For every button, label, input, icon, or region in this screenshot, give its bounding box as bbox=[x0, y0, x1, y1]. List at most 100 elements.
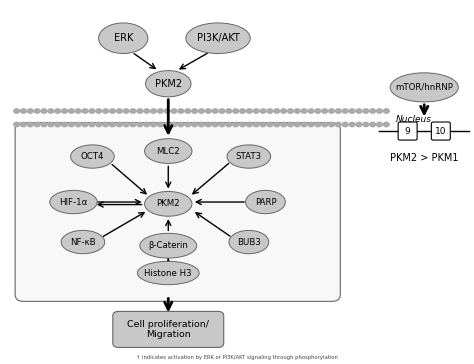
Circle shape bbox=[27, 109, 33, 113]
Circle shape bbox=[103, 122, 109, 127]
Circle shape bbox=[130, 109, 136, 113]
Circle shape bbox=[370, 122, 375, 127]
Circle shape bbox=[89, 109, 95, 113]
Circle shape bbox=[342, 122, 348, 127]
Circle shape bbox=[103, 109, 109, 113]
Ellipse shape bbox=[140, 233, 197, 258]
Circle shape bbox=[260, 122, 266, 127]
Circle shape bbox=[212, 109, 218, 113]
Circle shape bbox=[377, 109, 383, 113]
Circle shape bbox=[117, 122, 122, 127]
Circle shape bbox=[41, 109, 47, 113]
Circle shape bbox=[41, 122, 47, 127]
FancyBboxPatch shape bbox=[113, 311, 224, 347]
Circle shape bbox=[288, 109, 293, 113]
Text: OCT4: OCT4 bbox=[81, 152, 104, 161]
Circle shape bbox=[82, 109, 88, 113]
Circle shape bbox=[246, 122, 252, 127]
Circle shape bbox=[315, 109, 321, 113]
Circle shape bbox=[322, 122, 328, 127]
Circle shape bbox=[199, 122, 204, 127]
Circle shape bbox=[185, 122, 191, 127]
Text: ↑ indicates activation by ERK or PI3K/AKT signaling through phosphorylation: ↑ indicates activation by ERK or PI3K/AK… bbox=[136, 355, 338, 360]
Circle shape bbox=[69, 122, 74, 127]
Circle shape bbox=[151, 122, 156, 127]
Circle shape bbox=[308, 122, 314, 127]
Circle shape bbox=[144, 109, 149, 113]
Text: Histone H3: Histone H3 bbox=[145, 269, 192, 277]
Circle shape bbox=[233, 122, 238, 127]
Circle shape bbox=[109, 122, 115, 127]
Circle shape bbox=[109, 109, 115, 113]
Circle shape bbox=[315, 122, 321, 127]
Circle shape bbox=[164, 122, 170, 127]
Circle shape bbox=[192, 122, 198, 127]
Circle shape bbox=[342, 109, 348, 113]
Circle shape bbox=[226, 122, 232, 127]
Circle shape bbox=[75, 109, 81, 113]
Circle shape bbox=[349, 122, 355, 127]
Ellipse shape bbox=[50, 190, 97, 214]
Circle shape bbox=[274, 109, 280, 113]
Circle shape bbox=[20, 122, 26, 127]
Circle shape bbox=[294, 109, 300, 113]
Ellipse shape bbox=[145, 191, 192, 216]
Circle shape bbox=[294, 122, 300, 127]
Circle shape bbox=[48, 109, 54, 113]
Circle shape bbox=[267, 122, 273, 127]
Circle shape bbox=[117, 109, 122, 113]
Circle shape bbox=[164, 109, 170, 113]
Circle shape bbox=[55, 109, 61, 113]
Text: PI3K/AKT: PI3K/AKT bbox=[197, 33, 239, 43]
Circle shape bbox=[75, 122, 81, 127]
Circle shape bbox=[363, 109, 369, 113]
Circle shape bbox=[288, 122, 293, 127]
Circle shape bbox=[55, 122, 61, 127]
Ellipse shape bbox=[246, 190, 285, 214]
Ellipse shape bbox=[61, 230, 105, 254]
Circle shape bbox=[328, 122, 334, 127]
Circle shape bbox=[219, 122, 225, 127]
Circle shape bbox=[137, 109, 143, 113]
Circle shape bbox=[123, 122, 129, 127]
Circle shape bbox=[205, 122, 211, 127]
Circle shape bbox=[178, 122, 184, 127]
Text: PKM2: PKM2 bbox=[155, 79, 182, 89]
Circle shape bbox=[254, 122, 259, 127]
Circle shape bbox=[240, 109, 246, 113]
Circle shape bbox=[322, 109, 328, 113]
Ellipse shape bbox=[145, 139, 192, 163]
Circle shape bbox=[356, 122, 362, 127]
Text: mTOR/hnRNP: mTOR/hnRNP bbox=[395, 83, 453, 92]
Circle shape bbox=[370, 109, 375, 113]
Text: 10: 10 bbox=[435, 127, 447, 135]
Circle shape bbox=[363, 122, 369, 127]
Circle shape bbox=[301, 109, 307, 113]
Circle shape bbox=[27, 122, 33, 127]
Circle shape bbox=[267, 109, 273, 113]
FancyBboxPatch shape bbox=[398, 122, 417, 140]
FancyBboxPatch shape bbox=[15, 123, 340, 301]
Circle shape bbox=[226, 109, 232, 113]
Circle shape bbox=[157, 109, 163, 113]
Text: PARP: PARP bbox=[255, 198, 276, 206]
Circle shape bbox=[336, 109, 341, 113]
Circle shape bbox=[171, 109, 177, 113]
Text: BUB3: BUB3 bbox=[237, 238, 261, 246]
Text: Nucleus: Nucleus bbox=[396, 115, 432, 124]
Circle shape bbox=[62, 109, 67, 113]
Circle shape bbox=[260, 109, 266, 113]
Circle shape bbox=[336, 122, 341, 127]
Circle shape bbox=[377, 122, 383, 127]
Circle shape bbox=[205, 109, 211, 113]
Circle shape bbox=[130, 122, 136, 127]
Circle shape bbox=[301, 122, 307, 127]
Circle shape bbox=[254, 109, 259, 113]
Circle shape bbox=[34, 109, 40, 113]
Circle shape bbox=[274, 122, 280, 127]
Text: β-Caterin: β-Caterin bbox=[148, 241, 188, 250]
Circle shape bbox=[34, 122, 40, 127]
Ellipse shape bbox=[186, 23, 250, 54]
Text: 9: 9 bbox=[405, 127, 410, 135]
Circle shape bbox=[96, 109, 101, 113]
